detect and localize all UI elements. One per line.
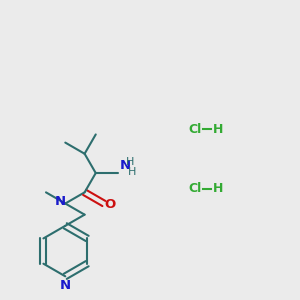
Text: N: N <box>119 159 130 172</box>
Text: Cl: Cl <box>189 123 202 136</box>
Text: N: N <box>60 279 71 292</box>
Text: Cl: Cl <box>189 182 202 195</box>
Text: H: H <box>125 157 134 166</box>
Text: O: O <box>105 199 116 212</box>
Text: H: H <box>128 167 136 177</box>
Text: H: H <box>212 123 223 136</box>
Text: H: H <box>212 182 223 195</box>
Text: N: N <box>54 195 65 208</box>
